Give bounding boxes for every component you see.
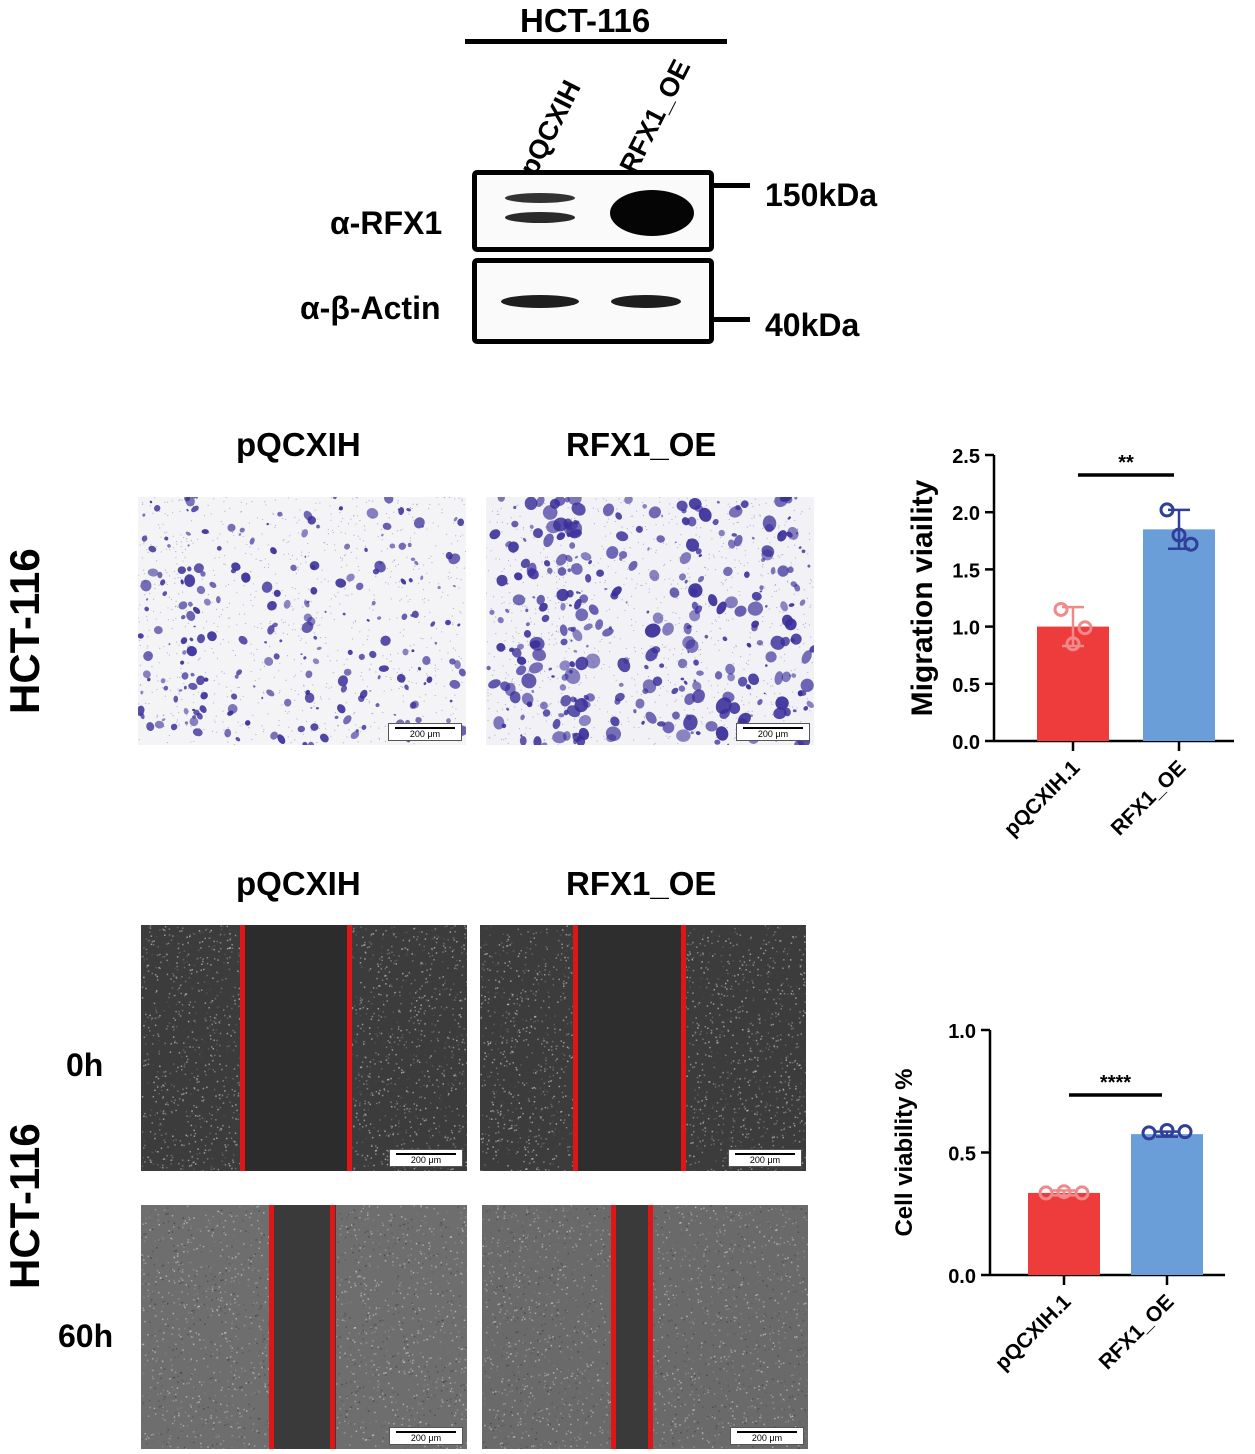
blot-antibody-label-actin: α-β-Actin [300, 290, 441, 326]
migration-chart: 0.0 0.5 1.0 1.5 2.0 2.5 pQCXIH.1 RFX1_OE ** Migra… [906, 446, 1234, 841]
wound-edge-line [611, 1205, 616, 1449]
y-tick-label: 2.5 [952, 446, 980, 468]
y-tick-label: 0.0 [952, 732, 980, 754]
significance-label: **** [1100, 1072, 1131, 1094]
y-tick-label: 1.0 [948, 1021, 976, 1043]
wound-gap [244, 925, 351, 1171]
significance-label: ** [1118, 452, 1134, 474]
data-point [1053, 601, 1069, 617]
marker-tick-40 [714, 317, 750, 322]
y-tick-label: 0.5 [948, 1144, 976, 1166]
y-tick-label: 1.0 [952, 618, 980, 640]
data-point [1177, 1124, 1193, 1140]
band-rfx1-control-upper [505, 193, 575, 203]
stained-cells [486, 497, 814, 745]
band-actin-oe [611, 295, 681, 308]
blot-cell-line-underline [465, 39, 727, 44]
transwell-row-label: HCT-116 [1, 548, 48, 714]
bar [1028, 1192, 1100, 1275]
data-point [1171, 527, 1187, 543]
scale-bar: 200 μm [736, 723, 810, 741]
marker-label-150: 150kDa [765, 177, 878, 213]
wound-edge-line [347, 925, 352, 1171]
wound-image-0h-control: 200 μm [141, 925, 467, 1171]
band-rfx1-oe [610, 190, 694, 236]
x-tick-label: pQCXIH.1 [991, 1290, 1076, 1375]
wound-edge-line [330, 1205, 335, 1449]
blot-panel-rfx1 [472, 170, 714, 252]
blot-panel-actin [472, 258, 714, 344]
wound-title-oe: RFX1_OE [566, 865, 717, 902]
wound-edge-line [573, 925, 578, 1171]
wound-title-control: pQCXIH [236, 865, 361, 902]
band-actin-control [501, 295, 579, 308]
wound-edge-line [648, 1205, 653, 1449]
wound-row-label: HCT-116 [1, 1123, 48, 1289]
marker-tick-150 [714, 183, 750, 188]
scale-bar: 200 μm [730, 1427, 804, 1445]
wound-edge-line [681, 925, 686, 1171]
blot-lane-label-oe: RFX1_OE [613, 54, 697, 178]
blot-cell-line-label: HCT-116 [520, 2, 651, 39]
viability-chart: 0.0 0.5 1.0 pQCXIH.1 RFX1_OE **** Cell viabili… [891, 1021, 1225, 1375]
transwell-title-oe: RFX1_OE [566, 426, 717, 463]
data-point [1077, 620, 1093, 636]
band-rfx1-control-lower [505, 212, 575, 223]
data-point [1065, 636, 1081, 652]
scale-bar: 200 μm [388, 723, 462, 741]
x-tick-label: pQCXIH.1 [1000, 756, 1085, 841]
blot-antibody-label-rfx1: α-RFX1 [330, 205, 443, 241]
y-tick-label: 1.5 [952, 560, 980, 582]
scale-bar: 200 μm [728, 1149, 802, 1167]
bar [1143, 529, 1215, 741]
data-point [1159, 1122, 1175, 1138]
x-tick-label: RFX1_OE [1107, 756, 1191, 840]
wound-gap [576, 925, 684, 1171]
bar [1131, 1134, 1203, 1275]
wound-gap [616, 1205, 650, 1449]
x-tick-label: RFX1_OE [1095, 1290, 1179, 1374]
timepoint-label-0h: 0h [66, 1047, 104, 1083]
wound-image-0h-oe: 200 μm [480, 925, 806, 1171]
y-tick-label: 0.0 [948, 1266, 976, 1288]
data-point [1038, 1185, 1054, 1201]
y-axis-label: Migration viaility [906, 479, 939, 716]
blot-lane-label-control: pQCXIH [513, 75, 587, 180]
y-tick-label: 2.0 [952, 503, 980, 525]
data-point [1183, 536, 1199, 552]
timepoint-label-60h: 60h [58, 1318, 114, 1354]
wound-edge-line [269, 1205, 274, 1449]
data-point [1159, 502, 1175, 518]
marker-label-40: 40kDa [765, 307, 860, 343]
wound-image-60h-control: 200 μm [141, 1205, 467, 1449]
scale-bar: 200 μm [389, 1149, 463, 1167]
data-point [1141, 1125, 1157, 1141]
data-point [1074, 1185, 1090, 1201]
wound-image-60h-oe: 200 μm [482, 1205, 808, 1449]
wound-edge-line [240, 925, 245, 1171]
transwell-image-control: 200 μm [138, 497, 466, 745]
y-tick-label: 0.5 [952, 675, 980, 697]
transwell-image-oe: 200 μm [486, 497, 814, 745]
y-axis-label: Cell viability % [891, 1068, 918, 1236]
scale-bar: 200 μm [389, 1427, 463, 1445]
wound-gap [274, 1205, 336, 1449]
stained-cells [138, 497, 466, 745]
transwell-title-control: pQCXIH [236, 426, 361, 463]
data-point [1056, 1184, 1072, 1200]
